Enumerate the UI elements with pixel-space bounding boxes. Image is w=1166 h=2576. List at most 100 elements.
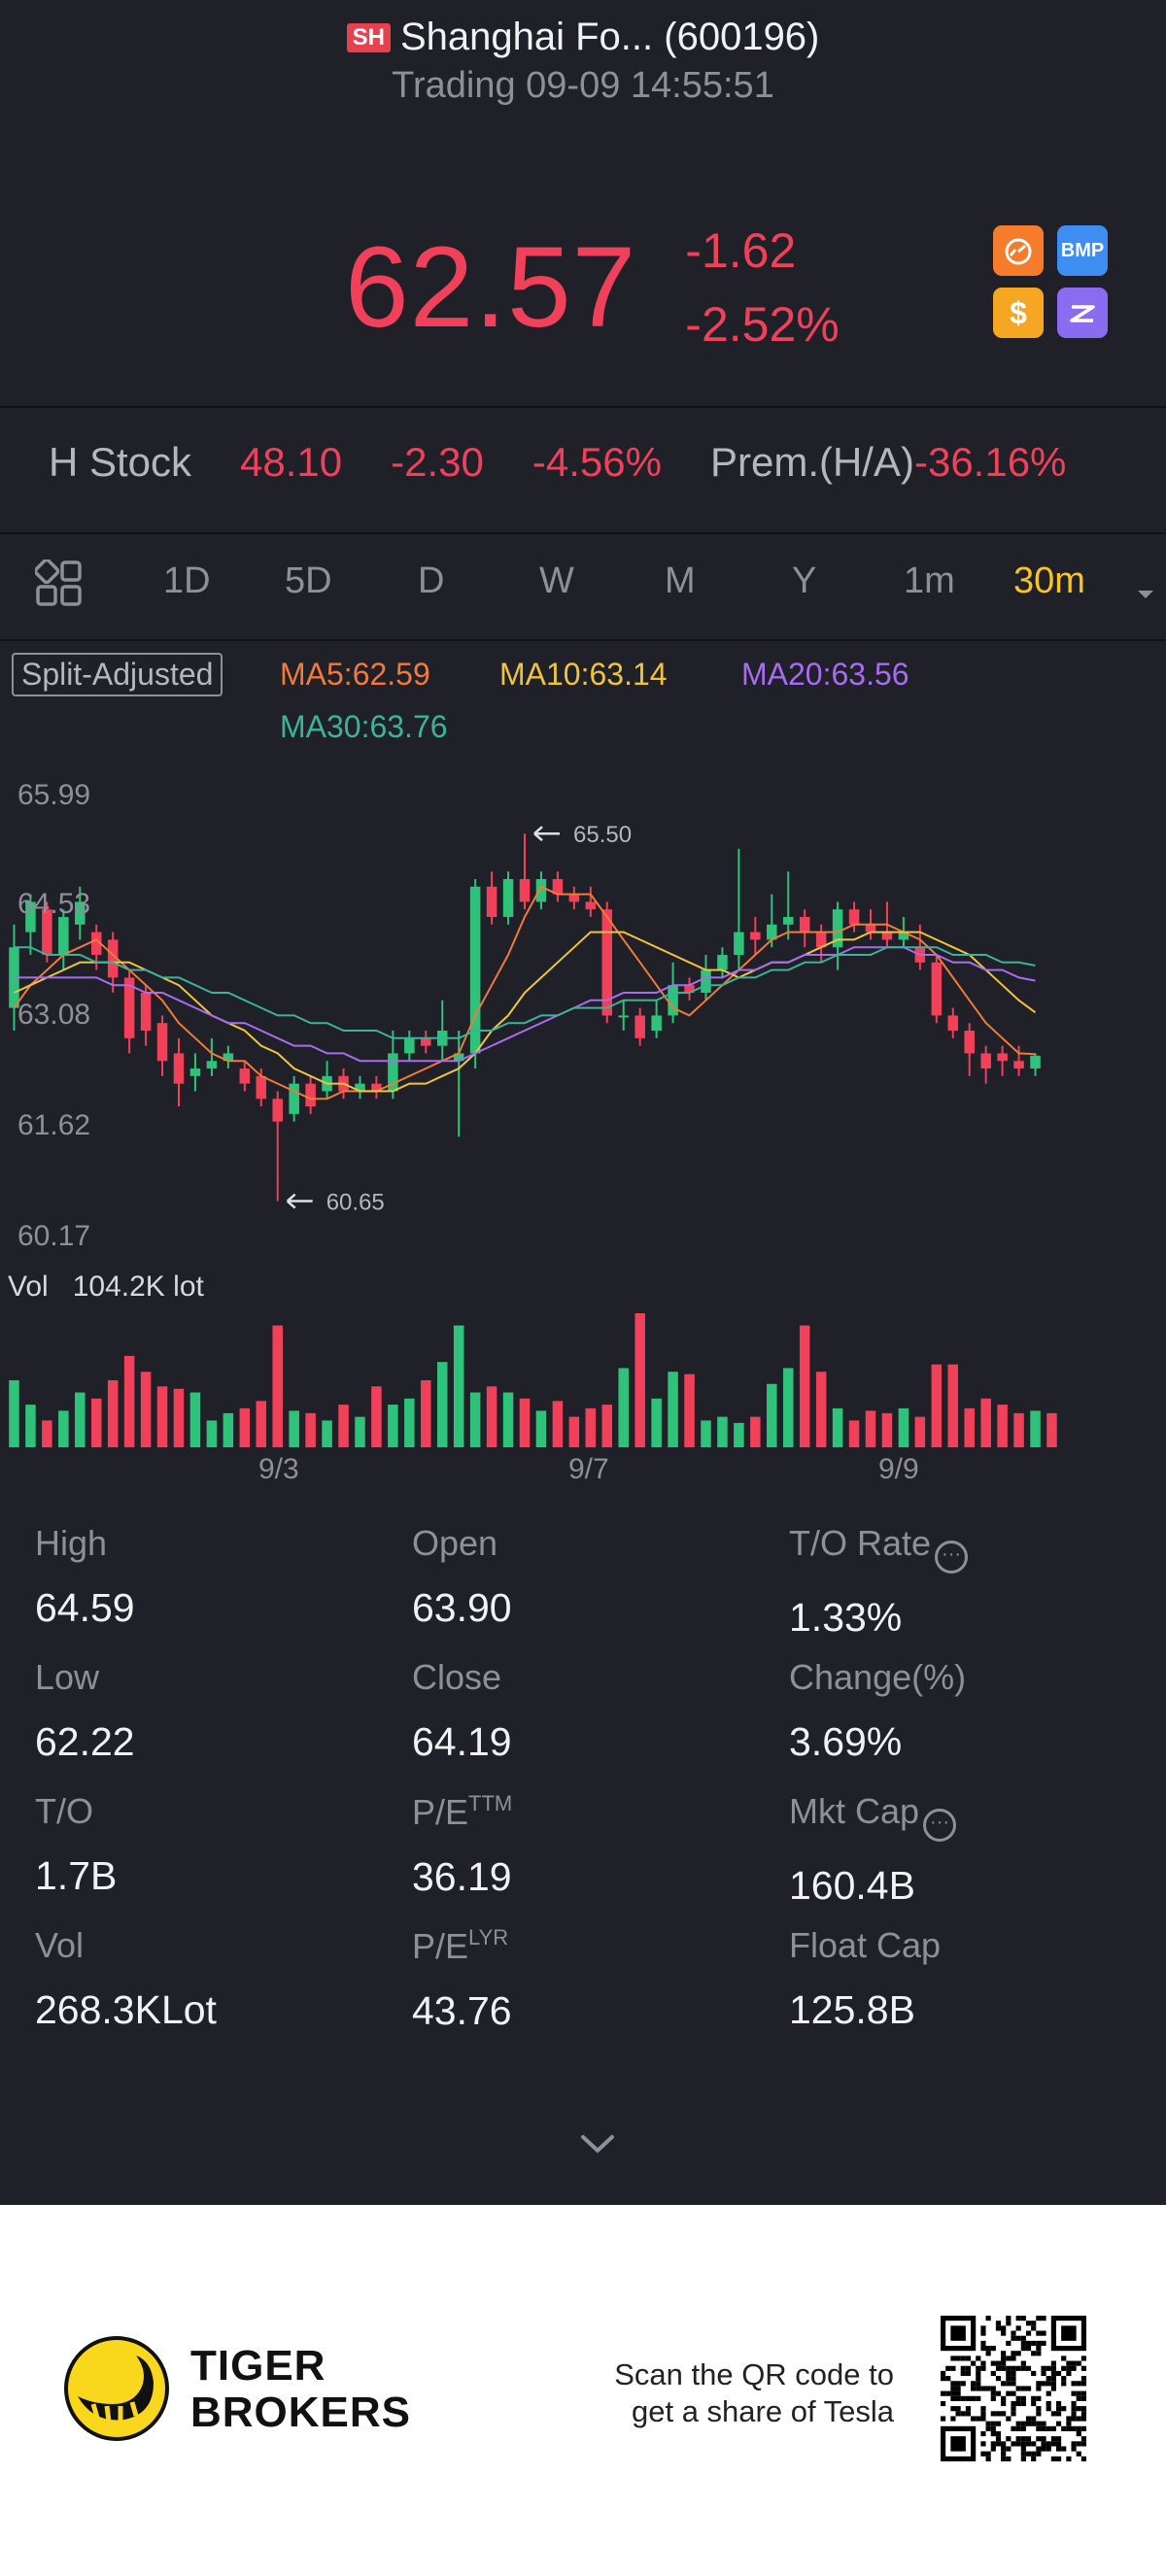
premium-label: Prem.(H/A): [709, 439, 914, 485]
volume-bar: [865, 1410, 876, 1447]
x-date-label: 9/9: [878, 1453, 919, 1485]
volume-bar: [173, 1388, 185, 1447]
candle: [618, 1000, 629, 1032]
volume-bar: [701, 1420, 711, 1447]
volume-bar: [668, 1372, 678, 1447]
volume-bar: [898, 1407, 909, 1447]
h-stock-row[interactable]: H Stock 48.10 -2.30 -4.56% Prem.(H/A) -3…: [49, 439, 1147, 486]
volume-bar: [156, 1386, 168, 1447]
tab-5d[interactable]: 5D: [285, 560, 332, 601]
volume-bar: [1030, 1410, 1041, 1447]
tab-week[interactable]: W: [539, 560, 574, 601]
candle: [436, 1000, 448, 1062]
candle: [123, 969, 135, 1054]
ma5-line: [13, 885, 1036, 1101]
stock-title[interactable]: Shanghai Fo... (600196): [399, 16, 820, 58]
expand-chevron-icon[interactable]: [579, 2132, 616, 2160]
tab-day[interactable]: D: [418, 560, 445, 601]
candle: [469, 879, 481, 1069]
volume-bar: [305, 1412, 316, 1447]
tab-year[interactable]: Y: [792, 560, 817, 601]
volume-bar: [107, 1380, 119, 1447]
trading-status: Trading 09-09 14:55:51: [392, 65, 774, 106]
volume-bar: [189, 1392, 201, 1447]
volume-bar: [75, 1392, 86, 1447]
tab-1d[interactable]: 1D: [163, 560, 211, 601]
split-adjusted-button[interactable]: Split-Adjusted: [12, 653, 223, 696]
stat-market-cap[interactable]: Mkt Cap ··· 160.4B: [789, 1791, 957, 1909]
volume-bar: [355, 1416, 365, 1447]
bmp-badge[interactable]: BMP: [1057, 225, 1108, 276]
stock-detail-screen: SH Shanghai Fo... (600196) Trading 09-09…: [0, 0, 1166, 2205]
candle: [206, 1037, 218, 1076]
candle: [453, 1031, 464, 1137]
volume-bar: [881, 1412, 893, 1447]
chart-legend: Split-Adjusted MA5:62.59 MA10:63.14 MA20…: [12, 653, 1156, 744]
divider: [0, 532, 1166, 534]
volume-bar: [782, 1368, 794, 1447]
volume-bar: [997, 1405, 1008, 1447]
volume-bar: [272, 1325, 283, 1447]
ma10-label: MA10:63.14: [499, 657, 668, 692]
volume-bar: [1013, 1412, 1024, 1447]
volume-chart[interactable]: [0, 1302, 1166, 1449]
candle: [305, 1075, 316, 1114]
candle: [568, 886, 580, 910]
volume-bar: [9, 1380, 19, 1447]
y-tick-label: 63.08: [17, 999, 91, 1031]
volume-label: Vol 104.2K lot: [8, 1271, 204, 1303]
ma10-line: [14, 931, 1037, 1093]
tab-30m[interactable]: 30m: [1013, 560, 1085, 601]
more-info-icon[interactable]: ···: [923, 1809, 957, 1842]
scan-caption: Scan the QR code to get a share of Tesla: [614, 2357, 894, 2428]
flow-icon[interactable]: [1057, 288, 1108, 338]
grid-layout-icon[interactable]: [33, 558, 84, 626]
y-tick-label: 64.53: [17, 888, 91, 920]
candle: [750, 917, 761, 956]
candle: [519, 833, 531, 910]
volume-bar: [140, 1372, 152, 1447]
volume-bar: [388, 1405, 398, 1447]
h-stock-price: 48.10: [240, 439, 343, 485]
stat-turnover-rate[interactable]: T/O Rate ··· 1.33%: [789, 1523, 969, 1641]
volume-bar: [289, 1410, 299, 1447]
volume-bar: [832, 1407, 843, 1447]
volume-bar: [601, 1405, 613, 1447]
candle: [173, 1037, 185, 1107]
stat-change-percent: Change(%) 3.69%: [789, 1657, 967, 1764]
candle: [832, 901, 843, 970]
volume-bar: [256, 1401, 267, 1447]
candle: [535, 871, 547, 910]
candle: [980, 1045, 991, 1084]
ma20-label: MA20:63.56: [741, 657, 909, 692]
candle: [947, 1007, 959, 1038]
volume-bar: [931, 1364, 943, 1447]
candle: [156, 1015, 168, 1076]
candle: [931, 955, 943, 1024]
chevron-down-icon[interactable]: [1135, 563, 1156, 622]
h-stock-label: H Stock: [49, 439, 192, 485]
stopwatch-icon[interactable]: [993, 225, 1044, 276]
ma20-line: [14, 946, 1036, 1063]
volume-bar: [980, 1398, 991, 1447]
candle: [355, 1075, 365, 1100]
last-price: 62.57: [345, 223, 637, 352]
candle: [239, 1061, 251, 1092]
price-change: -1.62: [685, 223, 797, 278]
candle: [9, 924, 19, 1032]
tab-1m[interactable]: 1m: [904, 560, 955, 601]
feature-badges: BMP $: [993, 225, 1108, 338]
stat-open: Open 63.90: [412, 1523, 512, 1630]
more-info-icon[interactable]: ···: [935, 1541, 969, 1574]
candlestick-chart[interactable]: 65.50 60.65: [0, 758, 1166, 1263]
volume-bar: [815, 1372, 827, 1447]
candle: [1030, 1053, 1041, 1076]
divider: [0, 639, 1166, 641]
dollar-badge[interactable]: $: [993, 288, 1044, 338]
candle: [223, 1045, 234, 1069]
candle: [256, 1068, 267, 1107]
candle: [767, 894, 777, 948]
candle: [651, 1000, 662, 1038]
tab-month[interactable]: M: [665, 560, 696, 601]
volume-bar: [469, 1392, 481, 1447]
